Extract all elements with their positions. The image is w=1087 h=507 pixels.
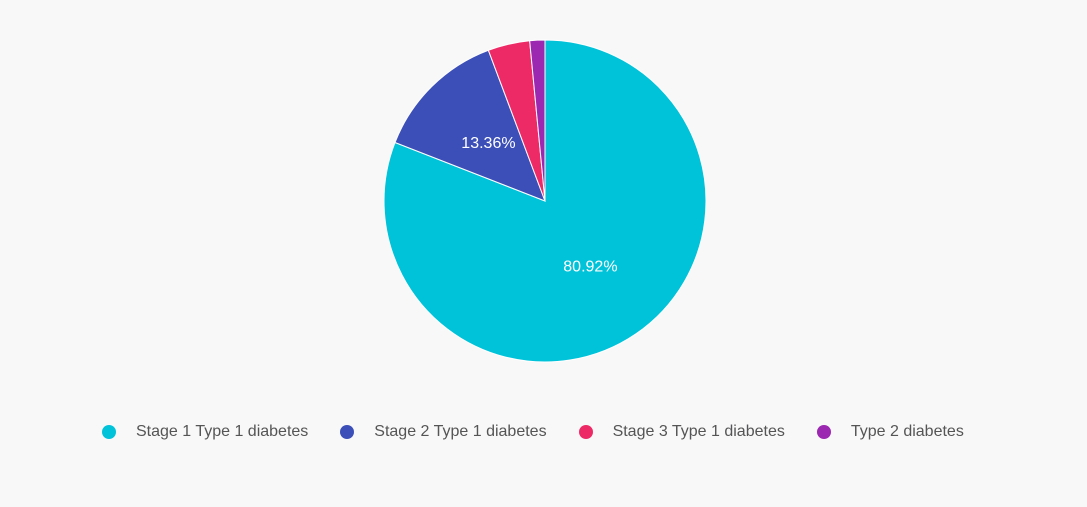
legend-label: Stage 1 Type 1 diabetes xyxy=(136,423,309,440)
pie-slice-stage-2-type-1-diabetes[interactable] xyxy=(394,49,546,202)
legend-item-type-2-diabetes[interactable]: Type 2 diabetes xyxy=(816,421,964,443)
legend-item-stage-3-type-1-diabetes[interactable]: Stage 3 Type 1 diabetes xyxy=(578,421,785,443)
data-label-stage-2-type-1-diabetes: 13.36% xyxy=(461,135,515,152)
legend-marker-icon xyxy=(816,425,831,439)
legend-marker-icon xyxy=(578,425,593,439)
legend: Stage 1 Type 1 diabetes Stage 2 Type 1 di… xyxy=(102,421,1022,443)
pie-svg: 80.92% 13.36% xyxy=(383,39,707,363)
pie-slice-type-2-diabetes[interactable] xyxy=(529,39,546,202)
legend-item-stage-1-type-1-diabetes[interactable]: Stage 1 Type 1 diabetes xyxy=(102,421,308,443)
legend-marker-icon xyxy=(340,425,355,439)
legend-marker-icon xyxy=(102,425,116,439)
legend-label: Stage 2 Type 1 diabetes xyxy=(374,423,547,440)
legend-item-stage-2-type-1-diabetes[interactable]: Stage 2 Type 1 diabetes xyxy=(340,421,547,443)
pie-chart: 80.92% 13.36% xyxy=(383,39,707,363)
legend-label: Stage 3 Type 1 diabetes xyxy=(612,423,785,440)
legend-label: Type 2 diabetes xyxy=(850,423,964,440)
data-label-stage-1-type-1-diabetes: 80.92% xyxy=(563,259,617,276)
